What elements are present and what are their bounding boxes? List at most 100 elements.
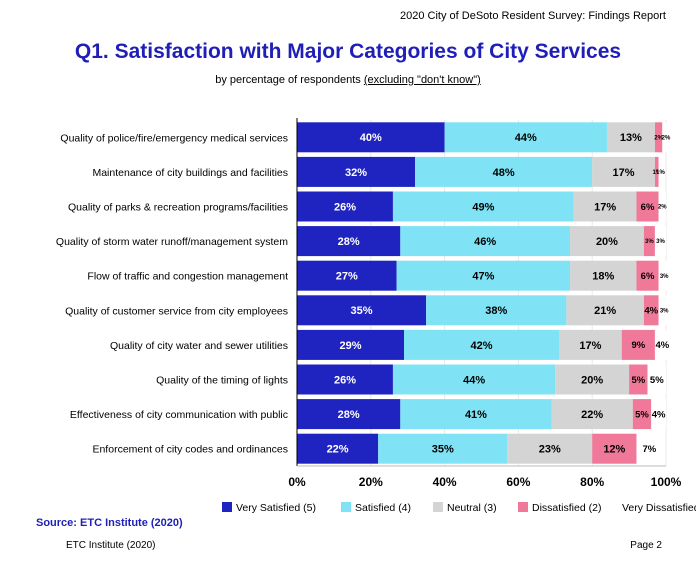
- data-label: 3%: [645, 239, 654, 245]
- bar-segment: [297, 260, 397, 291]
- x-tick-label: 40%: [433, 475, 457, 489]
- bar-segment: [654, 329, 670, 360]
- data-label: 27%: [336, 271, 358, 283]
- legend-swatch: [341, 502, 351, 512]
- data-label: 42%: [470, 340, 492, 352]
- data-label: 18%: [592, 271, 614, 283]
- data-label: 3%: [660, 274, 669, 280]
- data-label: 2%: [662, 135, 671, 141]
- data-label: 26%: [334, 374, 356, 386]
- bar-segment: [643, 295, 659, 326]
- x-tick-label: 100%: [651, 475, 682, 489]
- legend-swatch: [222, 502, 232, 512]
- x-tick-label: 80%: [580, 475, 604, 489]
- data-label: 1%: [652, 170, 661, 176]
- data-label: 44%: [463, 374, 485, 386]
- data-label: 3%: [660, 308, 669, 314]
- data-label: 3%: [656, 239, 665, 245]
- data-label: 21%: [594, 305, 616, 317]
- category-label: Quality of storm water runoff/management…: [56, 236, 288, 248]
- bar-segment: [629, 364, 648, 395]
- bar-segment: [426, 295, 567, 326]
- data-label: 48%: [493, 167, 515, 179]
- category-label: Maintenance of city buildings and facili…: [92, 167, 288, 179]
- legend-label: Dissatisfied (2): [532, 502, 601, 514]
- bar-segment: [636, 260, 659, 291]
- bar-segment: [297, 329, 405, 360]
- legend-swatch: [518, 502, 528, 512]
- data-label: 6%: [641, 202, 655, 213]
- data-label: 5%: [635, 409, 649, 420]
- x-tick-label: 0%: [288, 475, 306, 489]
- legend-label: Neutral (3): [447, 502, 497, 514]
- legend-label: Very Satisfied (5): [236, 502, 316, 514]
- data-label: 7%: [643, 444, 657, 455]
- data-label: 22%: [581, 409, 603, 421]
- data-label: 28%: [338, 409, 360, 421]
- bar-segment: [636, 191, 659, 222]
- bar-segment: [297, 364, 393, 395]
- data-label: 12%: [603, 444, 625, 456]
- category-label: Quality of city water and sewer utilitie…: [110, 340, 288, 352]
- bar-segment: [558, 329, 622, 360]
- bar-segment: [592, 433, 637, 464]
- data-label: 49%: [472, 201, 494, 213]
- legend-swatch: [433, 502, 443, 512]
- data-label: 2%: [654, 135, 663, 141]
- data-label: 40%: [360, 132, 382, 144]
- bar-segment: [606, 122, 655, 153]
- category-label: Effectiveness of city communication with…: [70, 409, 288, 421]
- category-label: Quality of the timing of lights: [156, 375, 288, 387]
- data-label: 28%: [338, 236, 360, 248]
- data-label: 2%: [658, 205, 667, 211]
- bar-segment: [658, 156, 663, 187]
- chart-title: Q1. Satisfaction with Major Categories o…: [74, 40, 622, 63]
- data-label: 38%: [485, 305, 507, 317]
- bar-segment: [658, 295, 670, 326]
- data-label: 23%: [539, 444, 561, 456]
- bar-segment: [636, 433, 663, 464]
- legend-swatch: [607, 501, 619, 513]
- bar-segment: [400, 399, 552, 430]
- bar-segment: [654, 156, 659, 187]
- data-label: 5%: [650, 375, 664, 386]
- bar-segment: [632, 399, 652, 430]
- data-label: 46%: [474, 236, 496, 248]
- bar-segment: [570, 260, 637, 291]
- data-label: 22%: [327, 444, 349, 456]
- bar-segment: [658, 191, 666, 222]
- data-label: 9%: [631, 340, 645, 351]
- x-tick-label: 60%: [506, 475, 530, 489]
- bar-segment: [404, 329, 559, 360]
- bar-segment: [570, 226, 644, 257]
- category-label: Flow of traffic and congestion managemen…: [87, 271, 288, 283]
- bar-segment: [566, 295, 644, 326]
- bar-segment: [297, 433, 379, 464]
- data-label: 20%: [581, 374, 603, 386]
- data-label: 29%: [339, 340, 361, 352]
- bar-segment: [555, 364, 630, 395]
- report-header: 2020 City of DeSoto Resident Survey: Fin…: [400, 10, 666, 22]
- bar-segment: [621, 329, 655, 360]
- data-label: 26%: [334, 201, 356, 213]
- data-label: 4%: [644, 306, 658, 317]
- source-note: Source: ETC Institute (2020): [36, 517, 183, 529]
- bar-segment: [662, 122, 670, 153]
- footer-org: ETC Institute (2020): [66, 540, 156, 551]
- bar-segment: [396, 260, 571, 291]
- data-label: 17%: [613, 167, 635, 179]
- bar-segment: [551, 399, 633, 430]
- legend-label: Satisfied (4): [355, 502, 411, 514]
- bar-segment: [658, 260, 670, 291]
- category-label: Quality of customer service from city em…: [65, 305, 288, 317]
- bar-segment: [297, 122, 445, 153]
- data-label: 4%: [652, 409, 666, 420]
- legend-label: Very Dissatisfied (1): [622, 502, 696, 514]
- bar-segment: [400, 226, 571, 257]
- bar-segment: [297, 226, 401, 257]
- subtitle-prefix: by percentage of respondents: [215, 74, 364, 86]
- bar-segment: [654, 226, 666, 257]
- bar-segment: [297, 191, 393, 222]
- bar-segment: [392, 364, 556, 395]
